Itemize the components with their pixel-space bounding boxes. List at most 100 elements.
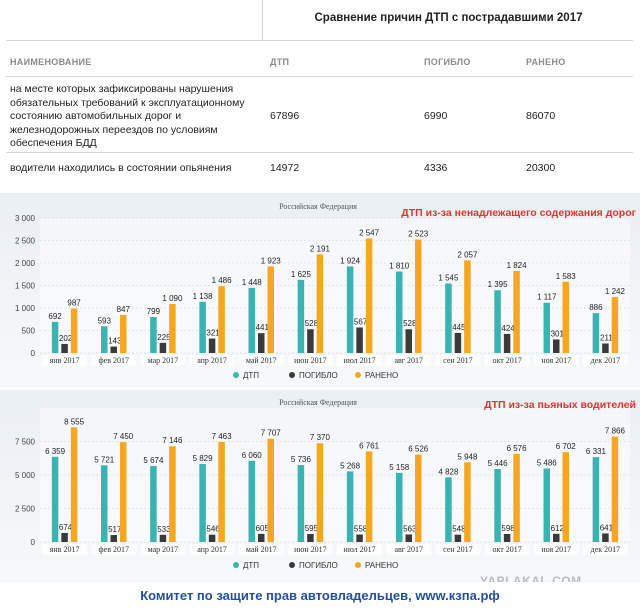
data-label: 528 — [305, 319, 319, 328]
data-label: 567 — [354, 317, 368, 326]
bar-dtp — [248, 460, 255, 542]
x-tick-label: апр 2017 — [197, 545, 227, 554]
legend-marker — [355, 372, 361, 378]
bar-dtp — [543, 468, 550, 542]
bar-killed — [356, 327, 363, 353]
data-label: 1 583 — [556, 272, 577, 281]
bar-dtp — [396, 271, 403, 353]
chart-roads-svg: 0 500 1 000 1 500 2 000 2 500 3 000 Российская … — [0, 193, 640, 387]
bar-dtp — [150, 317, 157, 353]
category-box — [91, 544, 137, 555]
chart-roads: 0 500 1 000 1 500 2 000 2 500 3 000 Российская … — [0, 193, 640, 387]
row-1-name-line: обязательных требований к эксплуатационн… — [10, 96, 245, 109]
x-tick-label: авг 2017 — [394, 356, 423, 365]
bar-killed — [454, 534, 462, 542]
y-tick-label: 5 000 — [15, 471, 36, 480]
data-label: 7 146 — [162, 436, 183, 445]
chart-title: ДТП из-за ненадлежащего содержания дорог — [401, 207, 636, 219]
data-label: 6 359 — [45, 447, 66, 456]
bar-injured — [365, 451, 373, 542]
data-label: 2 057 — [457, 250, 478, 259]
data-label: 1 090 — [162, 294, 183, 303]
bar-killed — [208, 534, 216, 542]
bar-killed — [159, 534, 167, 542]
data-label: 1 117 — [537, 293, 557, 302]
data-label: 558 — [354, 525, 368, 534]
data-label: 1 923 — [261, 256, 282, 265]
table-divider — [262, 0, 263, 40]
bar-injured — [120, 442, 127, 542]
data-label: 563 — [403, 524, 417, 533]
footer-text: Комитет по защите прав автовладельцев, w… — [140, 588, 500, 603]
category-box — [287, 544, 333, 555]
data-label: 424 — [501, 324, 515, 333]
data-label: 441 — [256, 323, 270, 332]
x-tick-label: сен 2017 — [443, 545, 472, 554]
x-tick-label: ноя 2017 — [541, 545, 571, 554]
category-box — [140, 355, 186, 366]
data-label: 1 824 — [507, 261, 528, 270]
data-label: 2 547 — [359, 228, 380, 237]
x-tick-label: июн 2017 — [294, 356, 327, 365]
data-label: 1 138 — [193, 292, 214, 301]
data-label: 1 486 — [212, 276, 233, 285]
row-2-name: водители находились в состоянии опьянени… — [10, 162, 232, 174]
bar-killed — [208, 338, 216, 353]
header-killed: ПОГИБЛО — [424, 57, 471, 67]
bar-dtp — [592, 457, 600, 542]
bar-injured — [267, 266, 274, 353]
data-label: 1 924 — [340, 256, 361, 265]
data-label: 5 736 — [291, 455, 312, 464]
bar-dtp — [248, 287, 255, 353]
bar-injured — [120, 314, 127, 353]
y-tick-label: 7 500 — [15, 438, 36, 447]
data-label: 5 948 — [457, 452, 478, 461]
legend-marker — [233, 562, 239, 568]
data-label: 445 — [452, 323, 466, 332]
category-box — [140, 544, 186, 555]
row-1-injured: 86070 — [526, 110, 556, 122]
bar-injured — [316, 254, 324, 353]
data-label: 2 523 — [408, 229, 429, 238]
bar-killed — [61, 532, 68, 542]
bar-killed — [159, 342, 167, 353]
y-tick-label: 3 000 — [15, 214, 36, 223]
data-label: 605 — [256, 524, 270, 533]
bar-injured — [611, 297, 619, 353]
row-1-killed: 6990 — [424, 110, 448, 122]
bar-dtp — [543, 302, 550, 353]
category-box — [189, 355, 235, 366]
data-label: 674 — [59, 523, 73, 532]
data-label: 1 625 — [291, 270, 312, 279]
header-injured: РАНЕНО — [526, 57, 566, 67]
table-divider — [6, 76, 633, 77]
category-box — [582, 355, 628, 366]
category-box — [386, 355, 432, 366]
legend-label: ПОГИБЛО — [299, 371, 338, 380]
bar-killed — [602, 533, 609, 542]
data-label: 5 446 — [488, 459, 509, 468]
row-1-name-line: железнодорожных переездов по условиям — [10, 123, 218, 136]
category-box — [435, 355, 481, 366]
category-box — [484, 355, 530, 366]
x-tick-label: сен 2017 — [443, 356, 472, 365]
row-1-name: на месте которых зафиксированы нарушения… — [10, 83, 262, 151]
x-tick-label: июл 2017 — [344, 545, 376, 554]
bar-injured — [218, 286, 225, 353]
bar-killed — [307, 329, 314, 353]
data-label: 7 866 — [605, 427, 626, 436]
bar-injured — [464, 462, 471, 542]
x-tick-label: янв 2017 — [50, 545, 80, 554]
y-tick-label: 2 500 — [15, 237, 36, 246]
data-label: 593 — [98, 316, 112, 325]
bar-injured — [316, 443, 324, 542]
bar-injured — [415, 239, 422, 353]
data-label: 987 — [67, 299, 81, 308]
bar-killed — [405, 329, 412, 353]
x-tick-label: янв 2017 — [50, 356, 80, 365]
bar-dtp — [51, 321, 59, 353]
data-label: 5 721 — [94, 455, 115, 464]
x-tick-label: авг 2017 — [394, 545, 423, 554]
data-label: 6 060 — [242, 451, 263, 460]
